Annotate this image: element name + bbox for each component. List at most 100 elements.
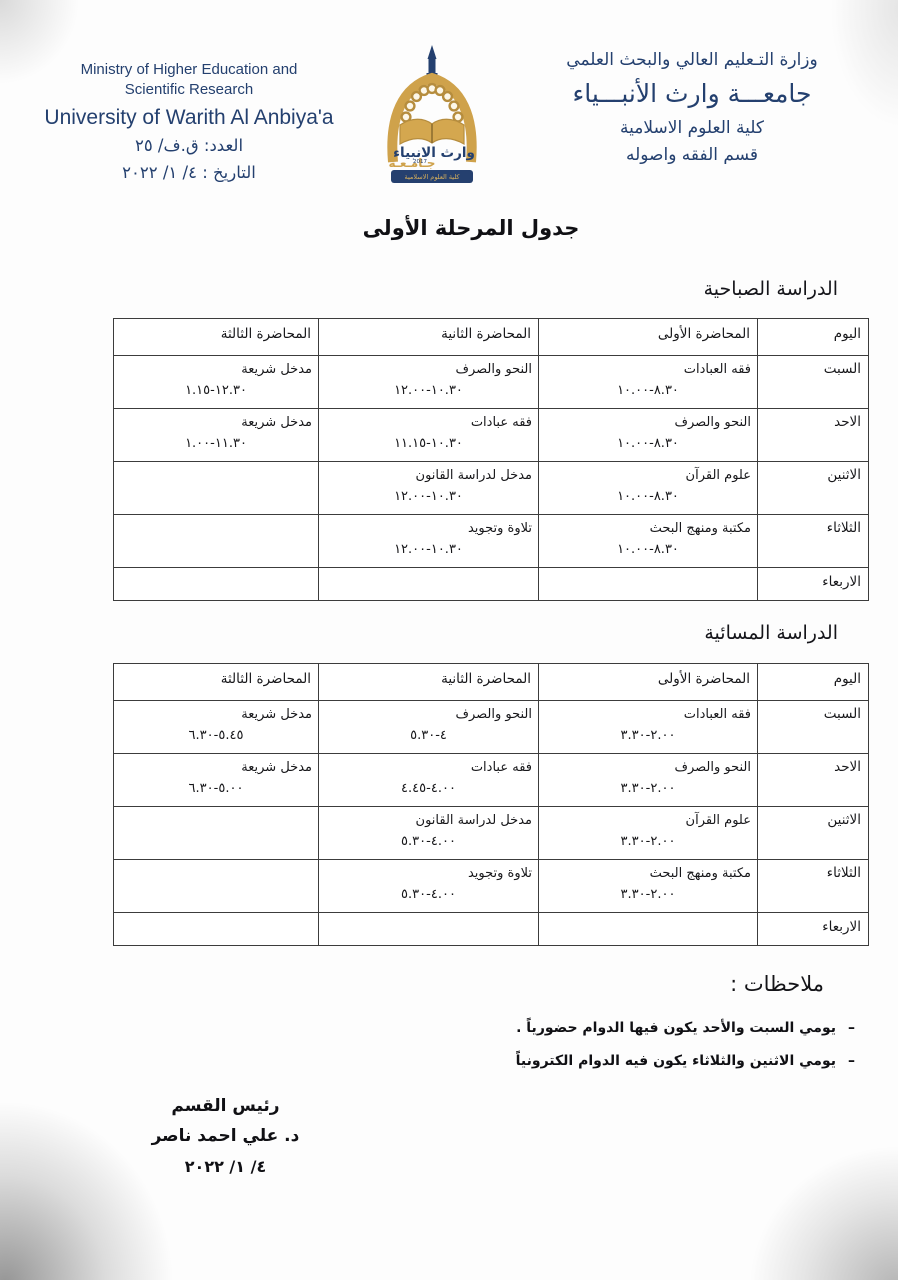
- logo-banner: كلية العلوم الاسلامية: [391, 170, 473, 183]
- logo-accent-calligraphy: جـامـعـة: [389, 156, 436, 170]
- time: ٨.٣٠-١٠.٠٠: [617, 542, 679, 557]
- table-row: الثلاثاء مكتبة ومنهج البحث ٢.٠٠-٣.٣٠ تلا…: [113, 859, 869, 913]
- university-ar: جامعـــة وارث الأنبـــياء: [572, 79, 812, 108]
- subject: فقه عبادات: [470, 415, 532, 430]
- dash-bullet-icon: –: [848, 1053, 855, 1069]
- header-day: اليوم: [757, 663, 869, 701]
- subject: النحو والصرف: [674, 415, 751, 430]
- subject: علوم القرآن: [685, 468, 751, 483]
- subject: النحو والصرف: [455, 362, 532, 377]
- lecture-cell: النحو والصرف ١٠.٣٠-١٢.٠٠: [318, 355, 539, 409]
- note-text: يومي الاثنين والثلاثاء يكون فيه الدوام ا…: [515, 1053, 836, 1069]
- time: ٢.٠٠-٣.٣٠: [620, 887, 676, 902]
- table-row: الثلاثاء مكتبة ومنهج البحث ٨.٣٠-١٠.٠٠ تل…: [113, 514, 869, 568]
- evening-schedule-table: اليوم المحاضرة الأولى المحاضرة الثانية ا…: [113, 663, 869, 946]
- header-lecture-2: المحاضرة الثانية: [318, 318, 539, 356]
- time: ١٠.٣٠-١٢.٠٠: [394, 542, 463, 557]
- signature-role: رئيس القسم: [171, 1096, 280, 1116]
- subject: مكتبة ومنهج البحث: [649, 866, 751, 881]
- college-ar: كلية العلوم الاسلامية: [620, 118, 764, 138]
- note-item: –يومي السبت والأحد يكون فيها الدوام حضور…: [516, 1012, 855, 1045]
- lecture-cell: فقه عبادات ١٠.٣٠-١١.١٥: [318, 408, 539, 462]
- lecture-cell: مدخل شريعة ١١.٣٠-١.٠٠: [113, 408, 319, 462]
- header-lecture-2: المحاضرة الثانية: [318, 663, 539, 701]
- subject: مدخل شريعة: [241, 362, 312, 377]
- table-row: الاحد النحو والصرف ٢.٠٠-٣.٣٠ فقه عبادات …: [113, 753, 869, 807]
- lecture-cell: تلاوة وتجويد ١٠.٣٠-١٢.٠٠: [318, 514, 539, 568]
- table-row: السبت فقه العبادات ٨.٣٠-١٠.٠٠ النحو والص…: [113, 355, 869, 409]
- lecture-cell: مدخل شريعة ١٢.٣٠-١.١٥: [113, 355, 319, 409]
- lecture-cell: مدخل شريعة ٥.٤٥-٦.٣٠: [113, 700, 319, 754]
- header-lecture-3: المحاضرة الثالثة: [113, 663, 319, 701]
- subject: فقه عبادات: [470, 760, 532, 775]
- header-lecture-1: المحاضرة الأولى: [538, 663, 758, 701]
- subject: مدخل شريعة: [241, 760, 312, 775]
- section-label-morning: الدراسة الصباحية: [703, 278, 838, 300]
- day-cell: الثلاثاء: [757, 859, 869, 913]
- lecture-cell-empty: [113, 514, 319, 568]
- department-ar: قسم الفقه واصوله: [625, 145, 759, 165]
- note-text: يومي السبت والأحد يكون فيها الدوام حضوري…: [516, 1020, 836, 1036]
- table-row: الاثنين علوم القرآن ٨.٣٠-١٠.٠٠ مدخل لدرا…: [113, 461, 869, 515]
- logo-year: 2017: [413, 159, 427, 165]
- subject: مدخل شريعة: [241, 415, 312, 430]
- subject: تلاوة وتجويد: [467, 521, 532, 536]
- time: ٢.٠٠-٣.٣٠: [620, 834, 676, 849]
- university-logo: جـامـعـة وارث الانبياء 2017 كلية العلوم …: [372, 44, 492, 189]
- time: ٤.٠٠-٤.٤٥: [401, 781, 456, 796]
- table-row: الاحد النحو والصرف ٨.٣٠-١٠.٠٠ فقه عبادات…: [113, 408, 869, 462]
- day-cell: الاربعاء: [757, 567, 869, 601]
- time: ٨.٣٠-١٠.٠٠: [617, 436, 679, 451]
- subject: النحو والصرف: [455, 707, 532, 722]
- lecture-cell-empty: [318, 912, 539, 946]
- logo-calligraphy: وارث الانبياء: [393, 145, 475, 161]
- subject: تلاوة وتجويد: [467, 866, 532, 881]
- day-cell: السبت: [757, 355, 869, 409]
- arch-icon: [387, 72, 477, 163]
- lecture-cell-empty: [113, 461, 319, 515]
- lecture-cell: علوم القرآن ٢.٠٠-٣.٣٠: [538, 806, 758, 860]
- header-left-block: Ministry of Higher Education and Scienti…: [36, 60, 342, 186]
- subject: فقه العبادات: [683, 362, 751, 377]
- subject: مدخل شريعة: [241, 707, 312, 722]
- time: ١٠.٣٠-١٢.٠٠: [394, 383, 463, 398]
- lecture-cell: فقه العبادات ٨.٣٠-١٠.٠٠: [538, 355, 758, 409]
- morning-schedule-table: اليوم المحاضرة الأولى المحاضرة الثانية ا…: [113, 318, 869, 601]
- lecture-cell: فقه العبادات ٢.٠٠-٣.٣٠: [538, 700, 758, 754]
- dash-bullet-icon: –: [848, 1020, 855, 1036]
- signature-block: رئيس القسم د. علي احمد ناصر ٤/ ١/ ٢٠٢٢: [108, 1092, 343, 1182]
- subject: مدخل لدراسة القانون: [415, 468, 532, 483]
- time: ١٠.٣٠-١١.١٥: [394, 436, 463, 451]
- section-label-evening: الدراسة المسائية: [704, 622, 838, 644]
- day-cell: الاثنين: [757, 806, 869, 860]
- time: ١١.٣٠-١.٠٠: [185, 436, 247, 451]
- table-row: الاربعاء: [113, 912, 869, 946]
- lecture-cell-empty: [538, 567, 758, 601]
- signature-date: ٤/ ١/ ٢٠٢٢: [184, 1157, 267, 1176]
- ministry-en-line1: Ministry of Higher Education and: [80, 61, 298, 78]
- issue-date: التاريخ : ٤/ ١/ ٢٠٢٢: [122, 163, 256, 182]
- subject: مكتبة ومنهج البحث: [649, 521, 751, 536]
- lecture-cell-empty: [113, 806, 319, 860]
- header-lecture-3: المحاضرة الثالثة: [113, 318, 319, 356]
- time: ٨.٣٠-١٠.٠٠: [617, 383, 679, 398]
- time: ٨.٣٠-١٠.٠٠: [617, 489, 679, 504]
- lecture-cell: مدخل لدراسة القانون ٤.٠٠-٥.٣٠: [318, 806, 539, 860]
- day-cell: الاحد: [757, 753, 869, 807]
- lecture-cell: النحو والصرف ٢.٠٠-٣.٣٠: [538, 753, 758, 807]
- lecture-cell: النحو والصرف ٤-٥.٣٠: [318, 700, 539, 754]
- day-cell: الاربعاء: [757, 912, 869, 946]
- signature-name: د. علي احمد ناصر: [151, 1126, 300, 1146]
- time: ٢.٠٠-٣.٣٠: [620, 728, 676, 743]
- time: ١٢.٣٠-١.١٥: [185, 383, 247, 398]
- university-en: University of Warith Al Anbiya'a: [44, 106, 334, 129]
- table-row: الاربعاء: [113, 567, 869, 601]
- issue-number: العدد: ق.ف/ ٢٥: [134, 136, 244, 155]
- logo-banner-text: كلية العلوم الاسلامية: [404, 173, 460, 181]
- notes-heading: ملاحظات :: [730, 972, 824, 996]
- time: ٢.٠٠-٣.٣٠: [620, 781, 676, 796]
- time: ٥.٤٥-٦.٣٠: [188, 728, 244, 743]
- subject: مدخل لدراسة القانون: [415, 813, 532, 828]
- lecture-cell: مكتبة ومنهج البحث ٨.٣٠-١٠.٠٠: [538, 514, 758, 568]
